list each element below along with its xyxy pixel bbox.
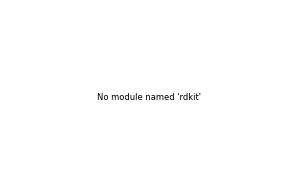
- Text: No module named 'rdkit': No module named 'rdkit': [97, 93, 201, 102]
